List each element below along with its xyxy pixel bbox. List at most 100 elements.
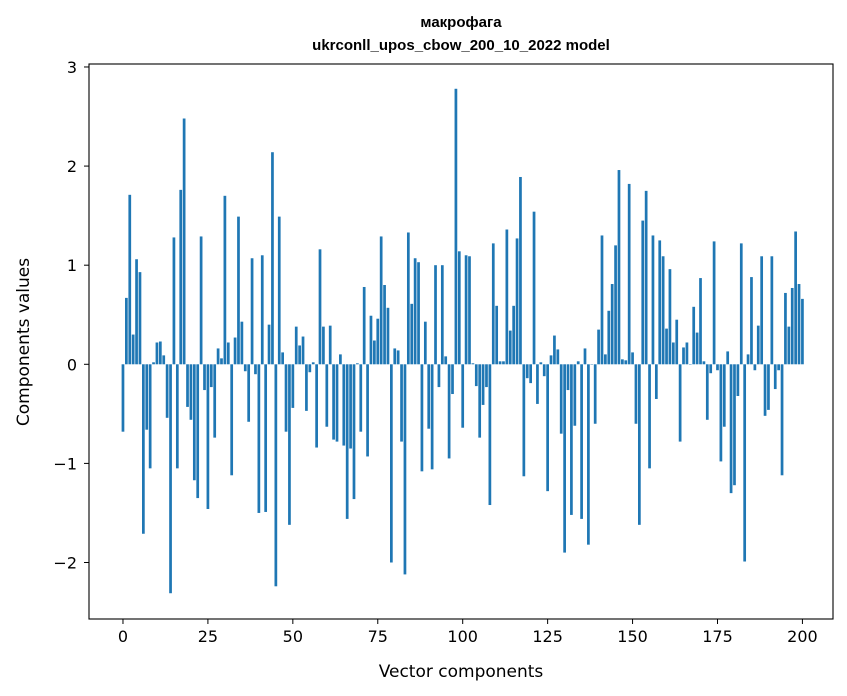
bar-component-71 (362, 286, 366, 365)
bar-component-15 (172, 237, 176, 365)
bar-component-192 (773, 364, 777, 390)
bar-component-118 (522, 364, 526, 477)
bars-group (121, 88, 804, 594)
bar-component-24 (203, 364, 206, 391)
bar-component-128 (556, 349, 560, 365)
bar-component-113 (505, 229, 509, 365)
bar-component-179 (729, 364, 733, 494)
bar-component-5 (138, 272, 142, 365)
bar-component-23 (199, 236, 203, 365)
bar-component-47 (281, 352, 284, 365)
y-tick-label: 3 (67, 58, 77, 77)
bar-component-77 (383, 285, 386, 365)
bar-component-161 (668, 269, 672, 365)
bar-component-189 (763, 364, 767, 416)
bar-component-193 (777, 364, 780, 371)
bar-component-37 (247, 364, 251, 422)
bar-component-1 (125, 297, 128, 365)
bar-component-177 (722, 364, 726, 427)
bar-component-88 (420, 364, 424, 472)
bar-component-110 (495, 305, 499, 365)
bar-component-76 (379, 236, 383, 365)
bar-component-101 (464, 255, 468, 365)
bar-component-121 (532, 211, 536, 365)
bar-component-60 (325, 364, 329, 427)
bar-component-162 (671, 342, 675, 365)
bar-component-174 (712, 241, 716, 365)
bar-component-75 (376, 318, 380, 365)
y-axis-ticks: −2 −1 0 1 2 3 (53, 58, 89, 573)
x-axis-label: Vector components (379, 662, 544, 682)
y-axis-label: Components values (14, 258, 34, 426)
bar-component-184 (746, 354, 750, 365)
bar-component-181 (736, 364, 740, 396)
bar-component-86 (413, 258, 417, 365)
bar-component-16 (175, 364, 179, 469)
bar-component-29 (220, 358, 223, 365)
y-tick-label: 0 (67, 355, 77, 374)
bar-component-38 (250, 258, 254, 365)
y-tick-label: −2 (53, 554, 77, 573)
bar-component-180 (733, 364, 736, 486)
bar-component-4 (135, 259, 138, 365)
bar-component-200 (801, 298, 804, 365)
bar-component-168 (692, 306, 696, 365)
bar-component-45 (274, 364, 278, 587)
bar-component-70 (359, 364, 363, 432)
bar-component-188 (760, 256, 764, 365)
bar-component-155 (648, 364, 651, 469)
bar-component-64 (339, 354, 342, 365)
bar-component-68 (352, 364, 356, 500)
bar-component-61 (328, 325, 332, 365)
bar-component-186 (753, 364, 757, 371)
bar-component-69 (356, 363, 359, 365)
bar-component-145 (614, 245, 617, 365)
bar-component-178 (726, 351, 730, 365)
x-axis-ticks: 0 25 50 75 100 125 150 175 200 (118, 619, 818, 646)
bar-component-52 (298, 345, 301, 365)
bar-component-9 (152, 362, 155, 365)
y-tick-label: 1 (67, 256, 77, 275)
bar-component-129 (559, 364, 563, 434)
bar-component-96 (447, 364, 451, 459)
bar-component-83 (403, 364, 407, 575)
bar-component-46 (277, 216, 281, 365)
bar-component-85 (410, 303, 414, 365)
bar-component-84 (406, 232, 410, 365)
bar-component-194 (780, 364, 784, 476)
bar-component-44 (271, 152, 274, 365)
bar-component-11 (158, 341, 162, 365)
bar-component-125 (546, 364, 549, 492)
bar-component-151 (634, 364, 638, 424)
bar-component-182 (739, 243, 743, 365)
bar-component-159 (661, 256, 665, 365)
bar-component-183 (743, 364, 747, 562)
bar-component-95 (444, 356, 448, 365)
bar-component-134 (576, 361, 580, 365)
bar-component-97 (451, 364, 454, 395)
bar-component-150 (631, 352, 634, 365)
bar-component-51 (294, 326, 298, 365)
bar-component-32 (230, 364, 234, 476)
bar-component-30 (223, 195, 227, 365)
bar-component-14 (169, 364, 172, 594)
bar-component-43 (267, 324, 271, 365)
bar-component-130 (563, 364, 566, 553)
x-tick-label: 75 (368, 627, 388, 646)
bar-component-13 (165, 364, 169, 418)
bar-component-8 (148, 364, 152, 469)
bar-component-40 (257, 364, 261, 513)
bar-component-114 (508, 330, 512, 365)
bar-component-199 (797, 284, 801, 365)
bar-component-12 (162, 355, 166, 365)
bar-component-49 (288, 364, 291, 525)
bar-component-127 (553, 335, 556, 365)
x-tick-label: 175 (702, 627, 733, 646)
bar-component-132 (570, 364, 573, 515)
bar-component-67 (349, 364, 352, 449)
bar-component-87 (417, 262, 420, 365)
bar-component-35 (240, 321, 244, 365)
bar-component-80 (393, 348, 397, 365)
bar-component-21 (192, 364, 196, 481)
bar-component-195 (784, 292, 787, 365)
